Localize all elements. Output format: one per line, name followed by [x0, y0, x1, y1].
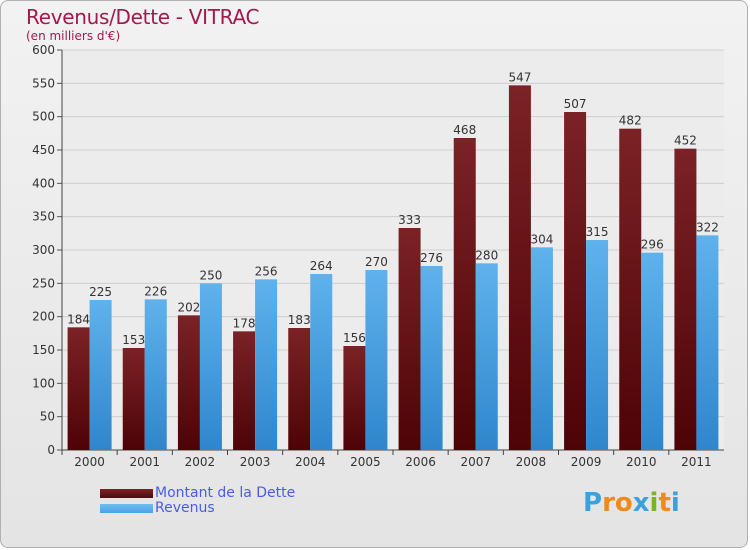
bar-revenus: [89, 300, 112, 450]
logo-letter: i: [670, 488, 680, 518]
data-label: 322: [696, 220, 719, 234]
y-tick-label: 550: [32, 76, 55, 90]
bar-revenus: [310, 274, 333, 450]
bar-revenus: [255, 279, 278, 450]
logo-letter: t: [658, 488, 671, 518]
logo-letter: r: [602, 488, 615, 518]
bar-dette: [674, 148, 697, 450]
bar-dette: [619, 128, 642, 450]
data-label: 468: [453, 123, 476, 137]
data-label: 304: [530, 232, 553, 246]
data-label: 482: [619, 114, 642, 128]
data-label: 156: [343, 331, 366, 345]
logo-letter: x: [632, 488, 650, 518]
bar-revenus: [641, 252, 664, 450]
data-label: 296: [641, 238, 664, 252]
bar-dette: [453, 138, 476, 450]
legend-label-dette: Montant de la Dette: [155, 485, 296, 501]
y-tick-label: 450: [32, 143, 55, 157]
x-tick-label: 2004: [295, 455, 326, 469]
data-label: 452: [674, 134, 697, 148]
data-label: 153: [122, 333, 145, 347]
data-label: 280: [475, 248, 498, 262]
bar-revenus: [199, 283, 222, 450]
data-label: 507: [564, 97, 587, 111]
x-tick-label: 2011: [681, 455, 712, 469]
y-tick-label: 0: [47, 443, 55, 457]
bar-dette: [233, 331, 256, 450]
x-tick-label: 2010: [626, 455, 657, 469]
data-label: 202: [177, 300, 200, 314]
y-tick-label: 50: [40, 410, 55, 424]
bar-dette: [67, 327, 90, 450]
bar-revenus: [420, 266, 443, 450]
y-tick-label: 400: [32, 176, 55, 190]
chart-title: Revenus/Dette - VITRAC: [26, 5, 260, 29]
bar-dette: [508, 85, 531, 450]
y-tick-label: 500: [32, 110, 55, 124]
data-label: 226: [144, 284, 167, 298]
y-tick-label: 250: [32, 276, 55, 290]
data-label: 225: [89, 285, 112, 299]
bar-revenus: [696, 235, 719, 450]
y-tick-label: 300: [32, 243, 55, 257]
bar-dette: [288, 328, 311, 450]
logo-letter: i: [649, 488, 659, 518]
data-label: 250: [199, 268, 222, 282]
x-tick-label: 2000: [74, 455, 105, 469]
bar-dette: [122, 348, 145, 450]
y-tick-label: 100: [32, 376, 55, 390]
data-label: 256: [255, 264, 278, 278]
bar-dette: [177, 315, 200, 450]
data-label: 178: [233, 316, 256, 330]
bar-revenus: [586, 240, 609, 450]
bar-revenus: [475, 263, 498, 450]
y-tick-label: 600: [32, 43, 55, 57]
x-tick-label: 2008: [516, 455, 547, 469]
y-tick-label: 350: [32, 210, 55, 224]
data-label: 264: [310, 259, 333, 273]
x-tick-label: 2005: [350, 455, 381, 469]
x-tick-label: 2006: [405, 455, 436, 469]
legend-label-revenus: Revenus: [155, 500, 215, 516]
legend-swatch-dette: [100, 489, 153, 498]
data-label: 315: [586, 225, 609, 239]
data-label: 183: [288, 313, 311, 327]
proxiti-logo: Proxiti: [583, 488, 680, 518]
bar-dette: [398, 228, 421, 450]
data-label: 184: [67, 312, 90, 326]
bar-dette: [343, 346, 366, 450]
x-tick-label: 2001: [129, 455, 160, 469]
x-tick-label: 2002: [185, 455, 216, 469]
y-tick-label: 150: [32, 343, 55, 357]
logo-letter: o: [614, 488, 633, 518]
bar-revenus: [365, 270, 388, 450]
y-tick-label: 200: [32, 310, 55, 324]
chart-subtitle: (en milliers d'€): [26, 29, 121, 43]
legend-swatch-revenus: [100, 504, 153, 513]
x-tick-label: 2003: [240, 455, 271, 469]
x-tick-label: 2009: [571, 455, 602, 469]
data-label: 547: [508, 70, 531, 84]
data-label: 270: [365, 255, 388, 269]
bar-dette: [564, 112, 587, 450]
bar-revenus: [144, 299, 167, 450]
data-label: 333: [398, 213, 421, 227]
logo-letter: P: [583, 488, 603, 518]
bar-revenus: [530, 247, 553, 450]
data-label: 276: [420, 251, 443, 265]
x-tick-label: 2007: [460, 455, 491, 469]
